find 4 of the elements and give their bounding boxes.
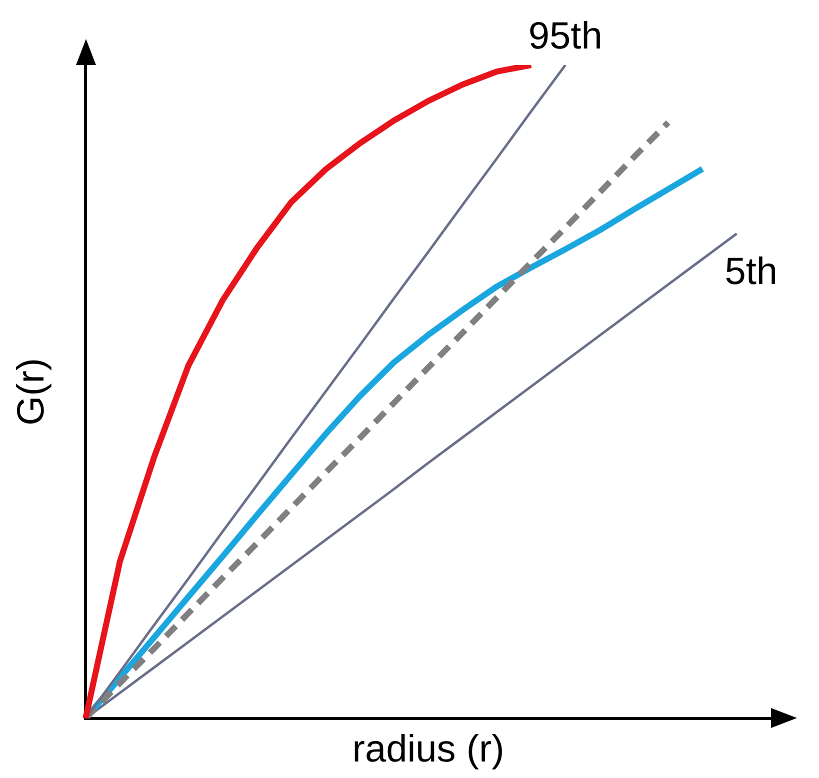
y-axis-title: G(r) bbox=[10, 358, 52, 426]
series-label: 95th bbox=[528, 15, 602, 58]
series-label: 5th bbox=[724, 251, 778, 294]
x-axis-title: radius (r) bbox=[352, 728, 504, 771]
